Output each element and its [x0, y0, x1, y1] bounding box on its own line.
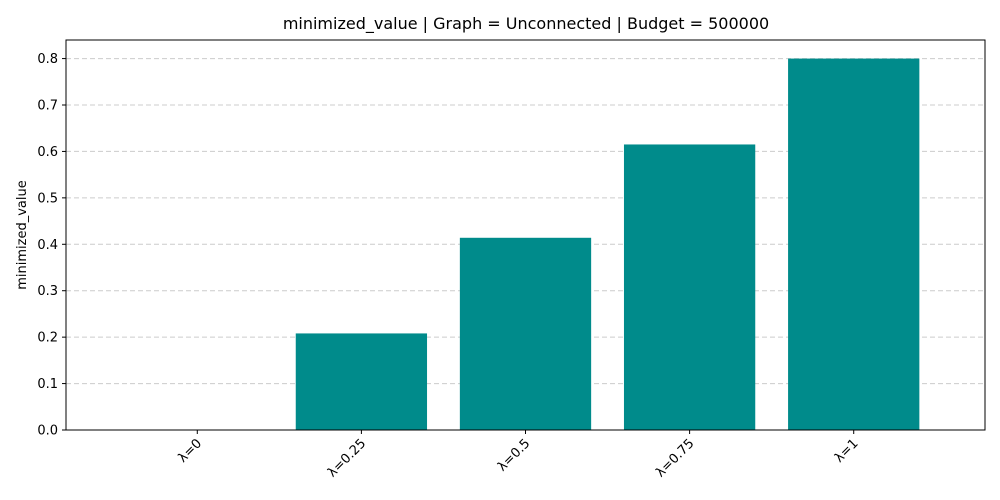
y-tick-label: 0.6	[37, 145, 58, 160]
x-tick-label: λ=0.5	[495, 436, 533, 474]
y-tick-label: 0.2	[37, 331, 58, 346]
y-axis-label: minimized_value	[15, 180, 30, 289]
bar	[459, 237, 592, 430]
x-tick-label: λ=1	[832, 436, 862, 466]
y-tick-label: 0.7	[37, 99, 58, 114]
chart-title: minimized_value | Graph = Unconnected | …	[283, 14, 769, 34]
y-tick-label: 0.1	[37, 377, 58, 392]
y-tick-label: 0.5	[37, 191, 58, 206]
y-axis-ticks: 0.0 0.1 0.2 0.3 0.4 0.5 0.6 0.7 0.8	[37, 52, 66, 439]
bar	[788, 58, 920, 430]
y-tick-label: 0.4	[37, 238, 58, 253]
bar	[623, 144, 756, 430]
bars	[295, 58, 920, 430]
y-tick-label: 0.8	[37, 52, 58, 67]
x-tick-label: λ=0.25	[325, 436, 369, 480]
x-tick-label: λ=0.75	[653, 436, 697, 480]
x-axis-ticks: λ=0 λ=0.25 λ=0.5 λ=0.75 λ=1	[176, 430, 862, 480]
x-tick-label: λ=0	[176, 436, 206, 466]
y-tick-label: 0.0	[37, 424, 58, 439]
bar	[295, 333, 428, 430]
plot-frame	[65, 39, 986, 431]
y-tick-label: 0.3	[37, 284, 58, 299]
